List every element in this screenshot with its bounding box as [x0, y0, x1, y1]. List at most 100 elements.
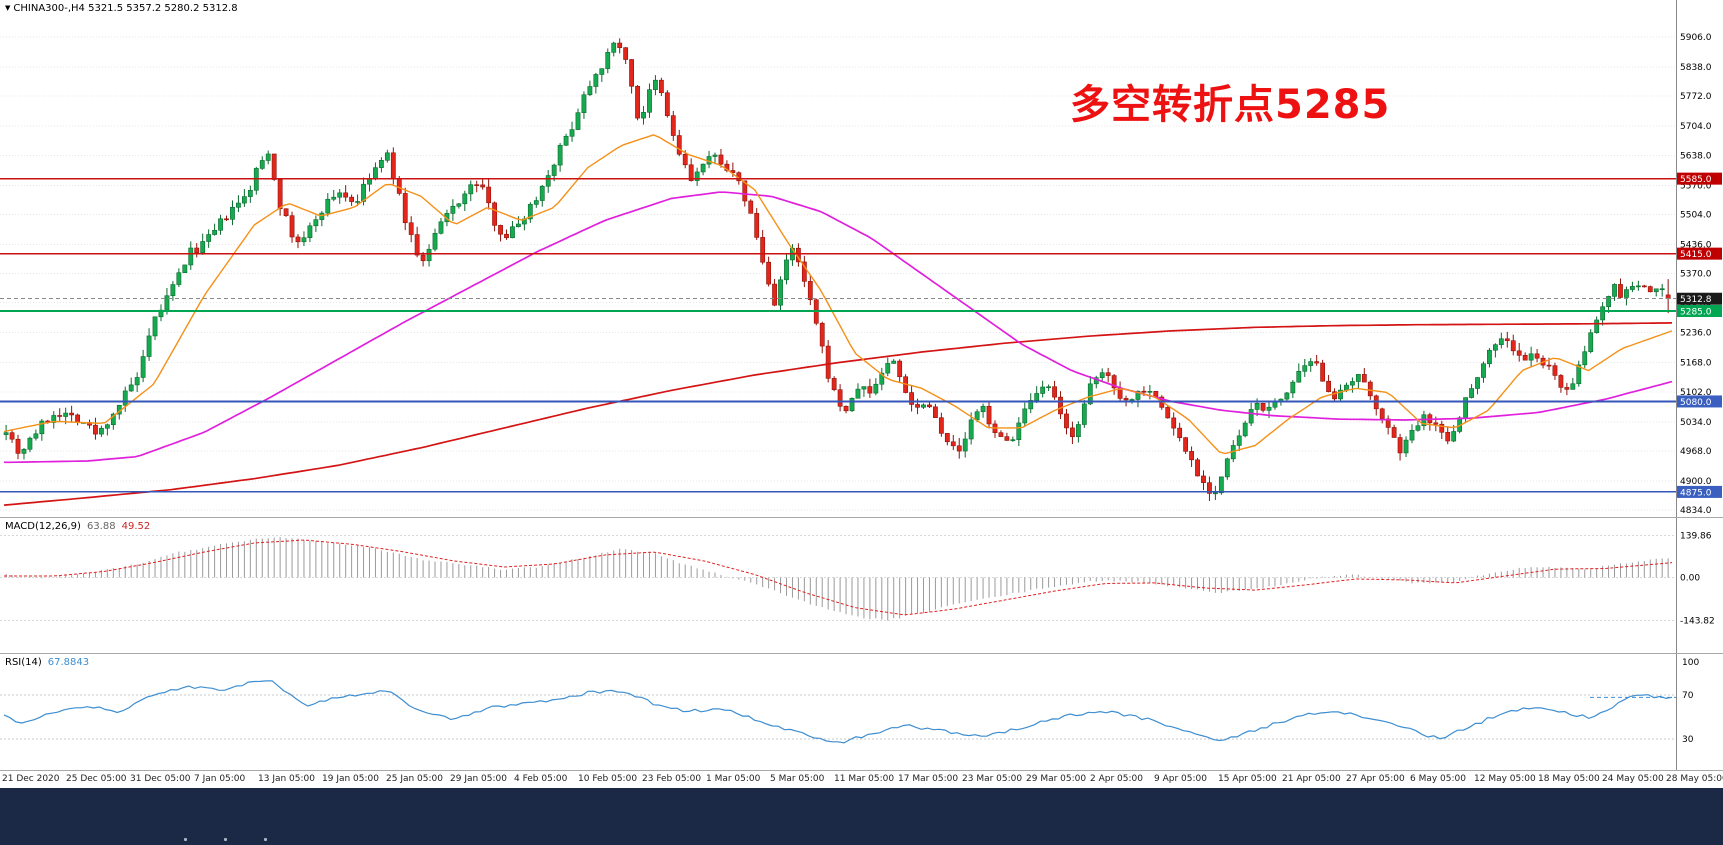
price-tag-label: 5080.0 [1680, 398, 1712, 408]
candle-down [1105, 372, 1111, 376]
bottom-bar-glyph [224, 838, 227, 841]
candle-down [396, 178, 402, 194]
candle-down [283, 208, 289, 216]
date-axis[interactable]: 21 Dec 2020 25 Dec 05:00 31 Dec 05:00 7 Jan… [0, 770, 1723, 788]
candle-down [658, 79, 664, 94]
candle-up [378, 160, 384, 168]
candle-up [873, 383, 879, 394]
date-label: 17 Mar 05:00 [898, 774, 959, 784]
candle-down [349, 196, 355, 202]
candle-up [1242, 422, 1248, 437]
candle-down [224, 218, 229, 221]
candle-up [1338, 389, 1343, 400]
rsi-name: RSI(14) [5, 657, 42, 668]
candle-up [1272, 401, 1278, 408]
candle-up [784, 259, 789, 281]
candle-up [206, 234, 212, 242]
price-tick-label: 4900.0 [1680, 477, 1712, 487]
candle-up [712, 154, 718, 157]
candle-up [99, 427, 104, 435]
candle-up [1087, 383, 1093, 405]
candle-up [1290, 381, 1296, 394]
candle-down [635, 85, 640, 119]
candle-up [450, 205, 456, 214]
candle-up [1099, 372, 1105, 378]
rsi-chart-svg: 100 70 30 [0, 654, 1699, 770]
candle-down [676, 135, 682, 155]
candle-down [956, 445, 962, 452]
macd-panel[interactable]: 139.86 0.00 -143.82 MACD(12,26,9) 63.88 49.5… [0, 517, 1723, 653]
candle-up [778, 279, 783, 306]
candle-down [1665, 294, 1671, 300]
price-tick-label: 5906.0 [1680, 33, 1712, 43]
candle-up [611, 42, 617, 53]
date-label: 4 Feb 05:00 [514, 774, 568, 784]
candle-up [1498, 338, 1504, 345]
candle-down [1433, 422, 1439, 425]
candle-up [1469, 388, 1474, 398]
candle-up [1582, 351, 1588, 366]
price-tick-label: 5370.0 [1680, 270, 1712, 280]
price-tick-label: 5236.0 [1680, 329, 1712, 339]
date-label: 18 May 05:00 [1538, 774, 1600, 784]
candle-down [402, 193, 408, 224]
date-label: 25 Jan 05:00 [386, 774, 443, 784]
candle-up [218, 218, 223, 231]
price-tag [1677, 395, 1722, 408]
candle-up [1403, 439, 1409, 454]
candle-down [867, 386, 873, 394]
candle-down [9, 432, 15, 440]
candle-up [849, 397, 855, 412]
candle-up [39, 420, 45, 435]
candle-down [825, 345, 831, 379]
macd-tick-label: -143.82 [1680, 617, 1715, 627]
candle-up [1046, 386, 1051, 389]
candle-down [1552, 365, 1558, 376]
annotation-text: 多空转折点5285 [1070, 82, 1391, 128]
candle-down [1052, 386, 1057, 398]
price-tag [1677, 485, 1722, 498]
candle-down [1439, 423, 1445, 433]
candle-up [1022, 408, 1028, 424]
candle-down [486, 186, 492, 204]
date-label: 23 Feb 05:00 [642, 774, 702, 784]
symbol-dropdown-icon[interactable]: ▼ [5, 4, 11, 12]
candle-down [897, 360, 903, 378]
candle-up [1248, 409, 1254, 424]
candle-up [456, 203, 462, 207]
candle-down [807, 281, 813, 301]
price-tick-label: 5570.0 [1680, 181, 1712, 191]
candle-down [420, 254, 426, 262]
candle-down [748, 200, 754, 214]
candle-up [855, 388, 861, 399]
bottom-bar-glyph [184, 838, 187, 841]
candle-down [944, 433, 950, 443]
candle-down [15, 438, 21, 454]
candle-up [319, 212, 325, 220]
candle-up [104, 424, 110, 429]
price-tick-label: 4834.0 [1680, 506, 1712, 516]
candle-up [551, 164, 557, 176]
date-label: 2 Apr 05:00 [1090, 774, 1143, 784]
candle-up [1284, 392, 1290, 400]
macd-signal-value: 49.52 [121, 521, 151, 532]
price-panel[interactable]: 5906.0 5838.0 5772.0 5704.0 5638.0 5570.0 5504… [0, 0, 1723, 517]
rsi-panel[interactable]: 100 70 30 RSI(14) 67.8843 [0, 653, 1723, 770]
candle-up [1028, 400, 1034, 410]
candle-down [1201, 475, 1206, 483]
candle-up [891, 360, 897, 364]
price-tick-label: 5102.0 [1680, 388, 1712, 398]
candle-up [1344, 384, 1349, 391]
candle-up [384, 152, 390, 161]
candle-up [1481, 363, 1486, 378]
rsi-line [3, 680, 1673, 744]
candle-down [1064, 413, 1069, 429]
candle-up [122, 390, 128, 406]
candle-up [426, 248, 432, 262]
price-tick-label: 5704.0 [1680, 122, 1712, 132]
candle-down [938, 417, 944, 434]
candle-down [801, 261, 807, 282]
date-label: 12 May 05:00 [1474, 774, 1536, 784]
rsi-tick-label: 30 [1682, 735, 1694, 745]
date-label: 1 Mar 05:00 [706, 774, 761, 784]
